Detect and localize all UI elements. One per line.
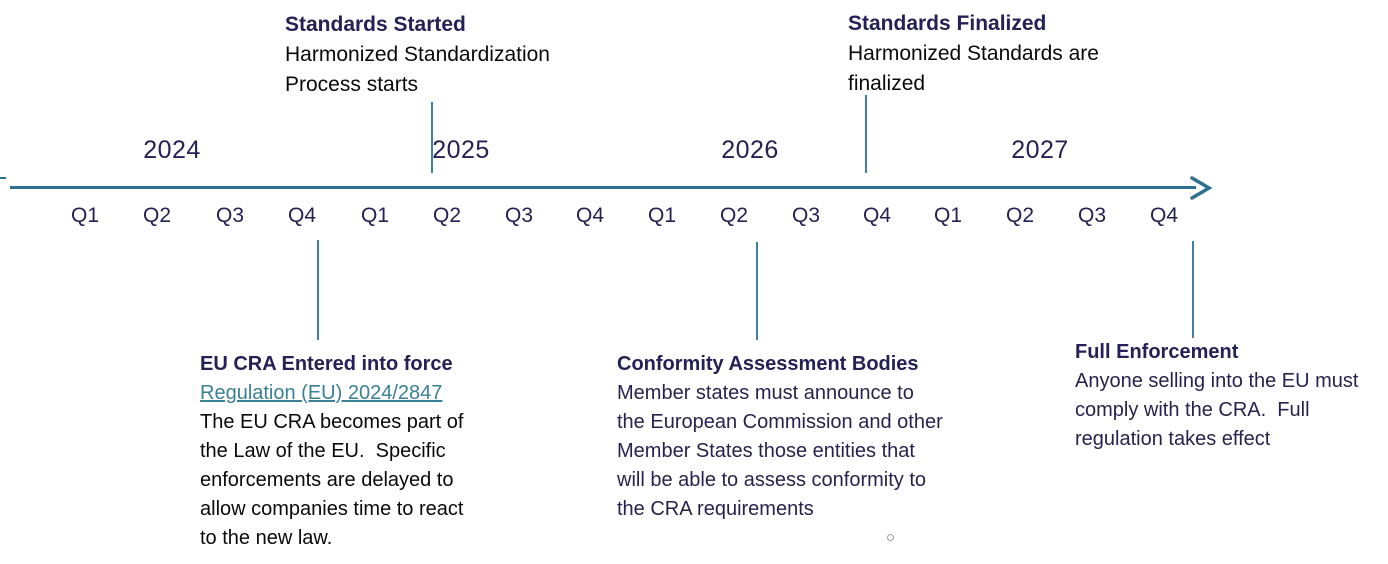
- year-label-2025: 2025: [432, 136, 490, 164]
- callout-full-enforcement: Full Enforcement Anyone selling into the…: [1075, 338, 1388, 454]
- quarter-label: Q1: [647, 204, 676, 227]
- timeline-axis: [10, 186, 1196, 189]
- year-label-2027: 2027: [1011, 136, 1069, 164]
- year-label-2026: 2026: [721, 136, 779, 164]
- quarter-label: Q4: [575, 204, 604, 227]
- quarter-label: Q4: [862, 204, 891, 227]
- standards-finalized-body: Harmonized Standards are finalized: [848, 42, 1099, 95]
- quarter-label: Q1: [933, 204, 962, 227]
- quarter-label: Q4: [287, 204, 316, 227]
- quarter-label: Q3: [215, 204, 244, 227]
- stray-mark: [887, 534, 894, 541]
- callout-standards-finalized: Standards Finalized Harmonized Standards…: [848, 9, 1178, 99]
- callout-standards-started: Standards Started Harmonized Standardiza…: [285, 10, 615, 100]
- year-label-2024: 2024: [143, 136, 201, 164]
- quarter-label: Q3: [504, 204, 533, 227]
- regulation-link[interactable]: Regulation (EU) 2024/2847: [200, 382, 443, 404]
- quarter-label: Q3: [791, 204, 820, 227]
- callout-eu-cra: EU CRA Entered into force Regulation (EU…: [200, 350, 530, 553]
- standards-started-body: Harmonized Standardization Process start…: [285, 43, 550, 96]
- eu-cra-body: The EU CRA becomes part of the Law of th…: [200, 411, 464, 549]
- quarter-label: Q2: [142, 204, 171, 227]
- full-enforcement-title: Full Enforcement: [1075, 341, 1239, 363]
- callout-conformity: Conformity Assessment Bodies Member stat…: [617, 350, 997, 524]
- connector-eu-cra: [317, 240, 319, 340]
- quarter-label: Q2: [719, 204, 748, 227]
- quarter-label: Q4: [1149, 204, 1178, 227]
- quarter-label: Q2: [1005, 204, 1034, 227]
- connector-standards-finalized: [865, 95, 867, 173]
- connector-conformity: [756, 242, 758, 340]
- full-enforcement-body: Anyone selling into the EU must comply w…: [1075, 370, 1359, 450]
- quarter-label: Q1: [70, 204, 99, 227]
- quarter-label: Q3: [1077, 204, 1106, 227]
- standards-started-title: Standards Started: [285, 13, 466, 36]
- quarter-label: Q1: [360, 204, 389, 227]
- connector-full-enforcement: [1192, 241, 1194, 338]
- axis-arrowhead-icon: [1190, 176, 1213, 200]
- standards-finalized-title: Standards Finalized: [848, 12, 1047, 35]
- conformity-title: Conformity Assessment Bodies: [617, 353, 919, 375]
- quarter-label: Q2: [432, 204, 461, 227]
- eu-cra-title: EU CRA Entered into force: [200, 353, 453, 375]
- connector-standards-started: [431, 102, 433, 173]
- conformity-body: Member states must announce to the Europ…: [617, 382, 943, 520]
- axis-tail-artifact: [0, 177, 6, 179]
